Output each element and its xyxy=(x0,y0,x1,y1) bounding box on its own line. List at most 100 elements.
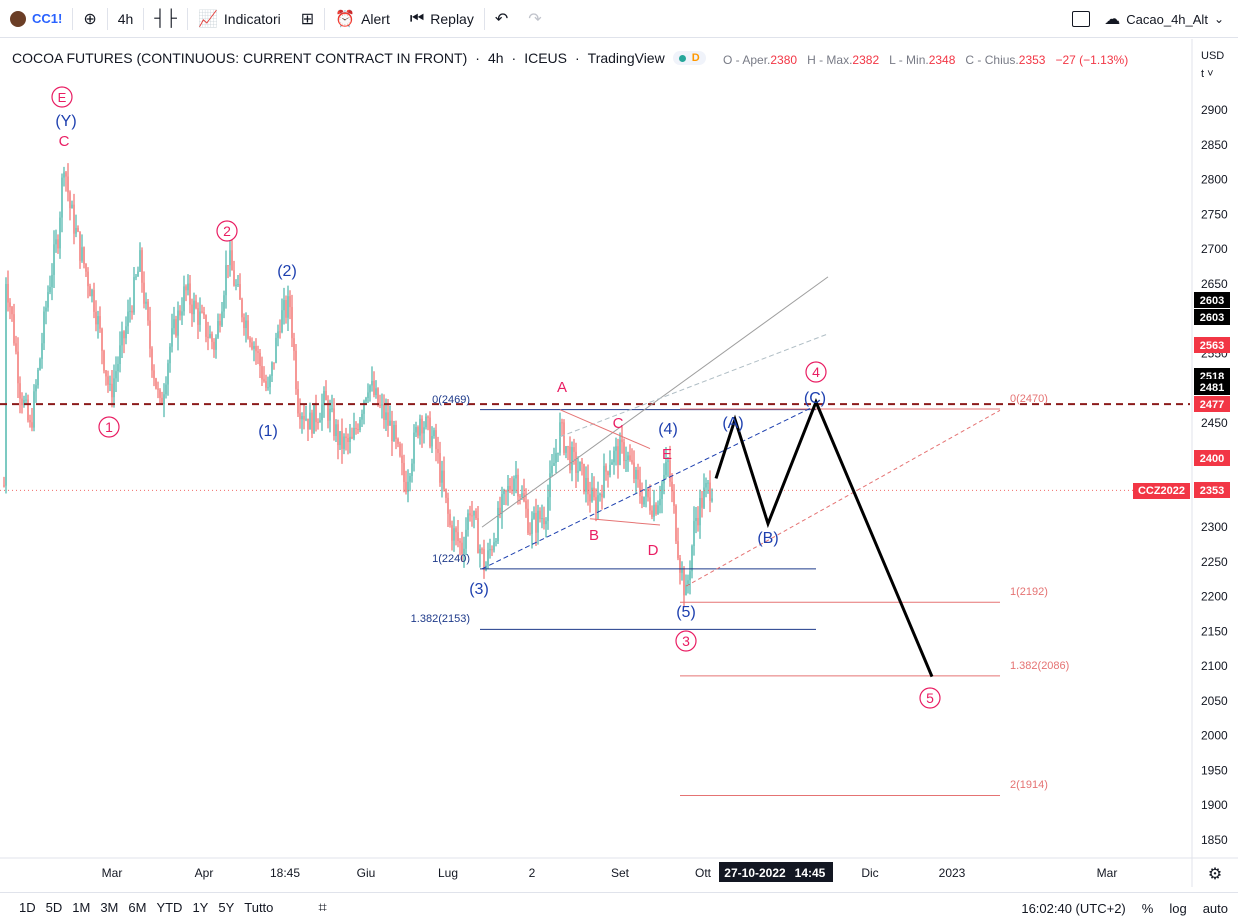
layout-menu[interactable]: ☁ Cacao_4h_Alt ⌄ xyxy=(1104,0,1224,38)
candle-body xyxy=(125,326,127,339)
candle-body xyxy=(697,517,699,526)
settings-gear-icon[interactable]: ⚙ xyxy=(1208,864,1222,883)
templates-button[interactable]: ⊞ xyxy=(291,0,324,38)
clock-label[interactable]: 16:02:40 (UTC+2) xyxy=(1021,900,1126,916)
candle-body xyxy=(265,381,267,388)
symbol-search[interactable]: CC1! xyxy=(0,0,72,38)
chart-pane[interactable]: E C 2 1 A C B D E 3 4 5 (Y) (2) (1) (3) (4) (5) (A) (B) (C) 0… xyxy=(0,39,1238,887)
candle-body xyxy=(503,490,505,495)
candle-body xyxy=(609,464,611,476)
wave-e-top-circle xyxy=(51,86,73,108)
candle-body xyxy=(209,333,211,338)
candle-body xyxy=(15,343,17,352)
wave-c-top: C xyxy=(59,133,70,150)
price-badge-text: 2477 xyxy=(1200,399,1224,411)
candle-body xyxy=(71,204,73,209)
candle-body xyxy=(165,384,167,395)
candle-body xyxy=(175,319,177,336)
open-value: 2380 xyxy=(770,53,798,67)
range-button-3m[interactable]: 3M xyxy=(100,900,119,915)
candle-body xyxy=(163,394,165,405)
wave-3-label: 3 xyxy=(682,633,690,649)
candle-body xyxy=(413,432,415,464)
layout-name: Cacao_4h_Alt xyxy=(1126,11,1208,27)
interval-button[interactable]: 4h xyxy=(108,0,144,38)
log-toggle[interactable]: log xyxy=(1169,900,1187,916)
candle-body xyxy=(661,483,663,499)
candle-body xyxy=(365,397,367,402)
indicators-icon: 📈 xyxy=(198,10,218,28)
candle-body xyxy=(355,427,357,429)
price-tick: 2900 xyxy=(1201,103,1228,117)
range-button-1m[interactable]: 1M xyxy=(72,900,91,915)
alert-button[interactable]: ⏰ Alert xyxy=(325,0,400,38)
candle-body xyxy=(561,422,563,424)
wave-1-blue-label: (1) xyxy=(258,423,278,440)
candle-body xyxy=(605,465,607,472)
candle-body xyxy=(369,385,371,393)
candle-body xyxy=(467,513,469,530)
candle-body xyxy=(615,446,617,451)
currency-label: USD xyxy=(1201,50,1224,62)
range-button-5d[interactable]: 5D xyxy=(45,900,63,915)
undo-button[interactable]: ↶ xyxy=(485,0,518,38)
candle-body xyxy=(435,430,437,450)
candle-body xyxy=(197,308,199,325)
candle-body xyxy=(493,542,495,551)
candle-body xyxy=(269,375,271,388)
compare-button[interactable]: ⊕ xyxy=(73,0,106,38)
candle-body xyxy=(577,470,579,473)
candle-body xyxy=(41,343,43,359)
candle-body xyxy=(151,348,153,371)
candle-body xyxy=(325,390,327,401)
candle-body xyxy=(211,333,213,342)
candle-body xyxy=(115,371,117,379)
candle-body xyxy=(205,315,207,337)
percent-toggle[interactable]: % xyxy=(1141,900,1154,916)
plus-circle-icon: ⊕ xyxy=(83,10,97,28)
candle-body xyxy=(53,244,55,275)
fullscreen-icon[interactable] xyxy=(1072,11,1091,27)
time-tick: Lug xyxy=(438,866,458,880)
candle-body xyxy=(139,250,141,272)
candle-body xyxy=(693,521,695,547)
candle-body xyxy=(583,464,585,492)
candle-body xyxy=(309,412,311,430)
redo-button[interactable]: ↷ xyxy=(518,0,551,38)
candle-body xyxy=(127,311,129,327)
candle-body xyxy=(603,465,605,498)
candle-body xyxy=(219,321,221,326)
candle-body xyxy=(455,528,457,533)
candle-body xyxy=(95,311,97,325)
candle-body xyxy=(555,453,557,463)
unit-label: t ˅ xyxy=(1201,68,1214,80)
candle-body xyxy=(573,447,575,452)
bar-style-button[interactable]: ┤├ xyxy=(144,0,187,38)
replay-button[interactable]: ⏮ Replay xyxy=(400,0,484,38)
range-button-6m[interactable]: 6M xyxy=(128,900,147,915)
candle-body xyxy=(405,481,407,493)
candle-body xyxy=(215,337,217,350)
market-status-pill[interactable]: D xyxy=(672,51,706,65)
range-button-5y[interactable]: 5Y xyxy=(218,900,235,915)
price-badge-text: 2603 xyxy=(1200,295,1224,307)
price-tick: 2200 xyxy=(1201,590,1228,604)
indicators-button[interactable]: 📈 Indicatori xyxy=(188,0,291,38)
range-button-1d[interactable]: 1D xyxy=(19,900,36,915)
chart-canvas[interactable]: E C 2 1 A C B D E 3 4 5 (Y) (2) (1) (3) (4) (5) (A) (B) (C) 0… xyxy=(0,39,1238,887)
market-open-dot-icon xyxy=(678,54,686,62)
close-value: 2353 xyxy=(1018,53,1046,67)
range-button-tutto[interactable]: Tutto xyxy=(244,900,274,915)
candle-body xyxy=(625,460,627,462)
range-button-1y[interactable]: 1Y xyxy=(192,900,209,915)
candle-body xyxy=(19,383,21,399)
candle-body xyxy=(345,436,347,439)
auto-toggle[interactable]: auto xyxy=(1202,900,1228,916)
candle-body xyxy=(177,310,179,336)
candle-body xyxy=(389,420,391,426)
candle-body xyxy=(495,541,497,543)
candle-body xyxy=(135,276,137,278)
goto-date-icon[interactable]: ⌗ xyxy=(318,899,327,916)
candle-body xyxy=(517,474,519,497)
range-button-ytd[interactable]: YTD xyxy=(156,900,183,915)
